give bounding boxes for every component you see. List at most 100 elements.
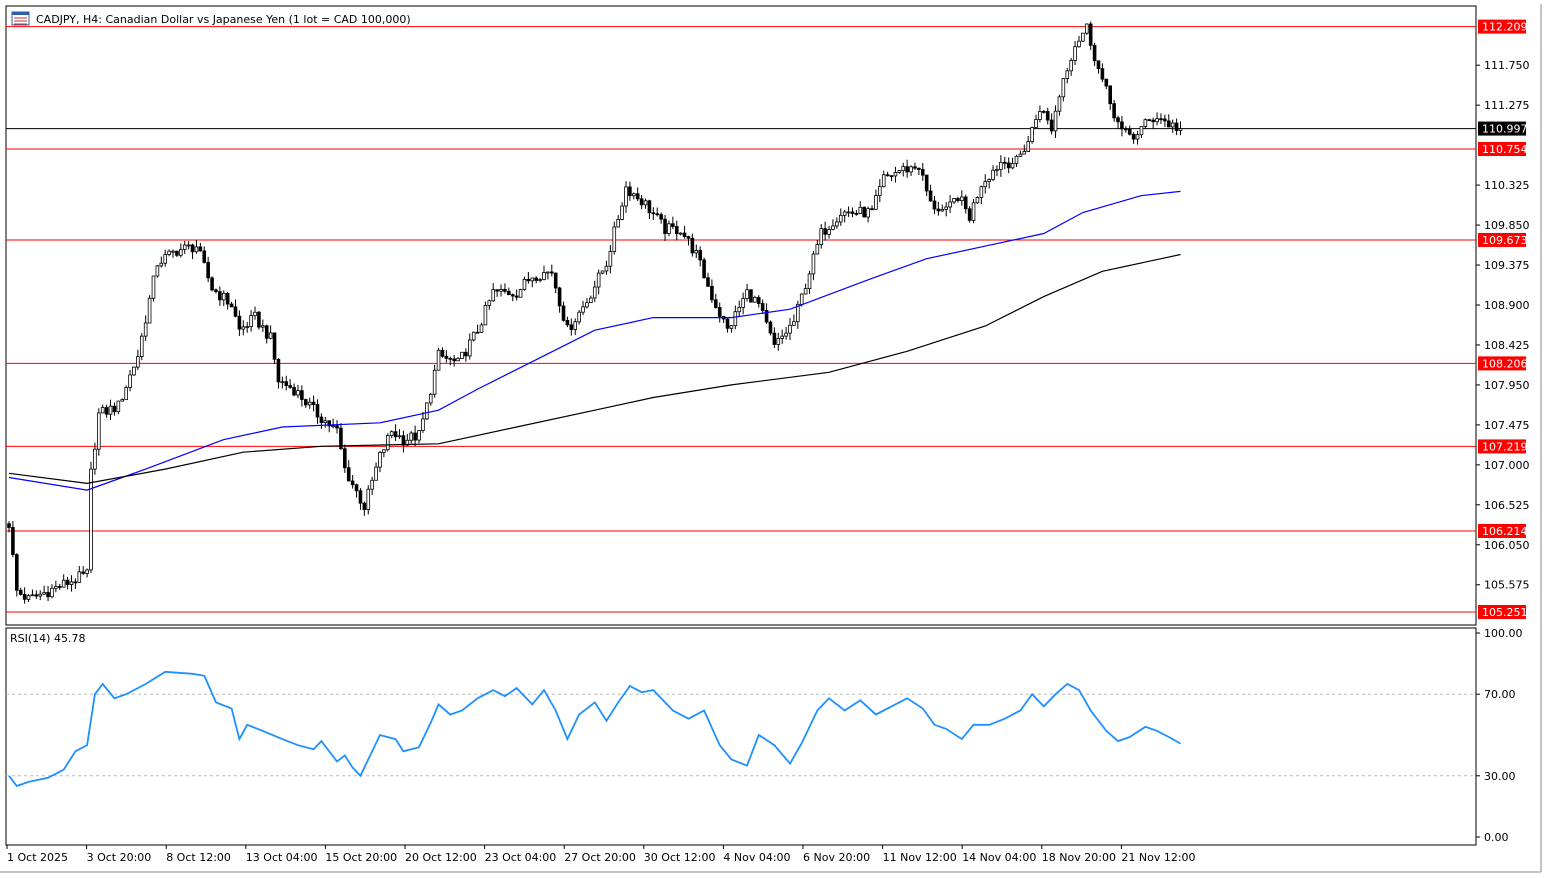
candle-body	[624, 186, 628, 207]
candle-body	[479, 324, 484, 333]
candle-body	[1077, 40, 1081, 48]
candle-body	[991, 169, 995, 181]
candle-body	[253, 311, 257, 316]
candle-body	[557, 287, 562, 307]
price-axis-label: 106.050	[1484, 539, 1530, 552]
candle-body	[120, 399, 125, 402]
level-price-box	[1478, 356, 1526, 371]
candle-body	[69, 581, 74, 585]
candle-body	[155, 265, 160, 277]
candle-body	[97, 412, 101, 450]
candle-body	[678, 232, 683, 235]
candle-body	[729, 325, 734, 329]
candle-body	[768, 321, 773, 334]
candle-body	[581, 306, 585, 313]
candle-body	[635, 193, 640, 200]
candle-body	[655, 213, 660, 216]
time-axis-label: 15 Oct 20:00	[325, 851, 397, 864]
candle-body	[1100, 68, 1105, 80]
candle-body	[717, 307, 722, 317]
candle-body	[104, 407, 109, 415]
candle-body	[842, 211, 847, 216]
candle-body	[382, 449, 386, 453]
candle-body	[452, 358, 456, 362]
candle-body	[960, 196, 964, 201]
candle-body	[413, 432, 417, 441]
candle-body	[901, 166, 906, 171]
candle-body	[100, 407, 105, 414]
candle-body	[358, 490, 363, 504]
candle-body	[206, 261, 210, 279]
candle-body	[671, 223, 675, 227]
candle-body	[522, 278, 527, 290]
candle-body	[303, 399, 308, 406]
rsi-axis-label: 70.00	[1484, 688, 1516, 701]
price-axis-label: 110.325	[1484, 179, 1530, 192]
candle-body	[1014, 155, 1019, 164]
level-price-box	[1478, 605, 1526, 619]
candle-body	[300, 390, 304, 400]
candle-body	[417, 430, 421, 441]
candle-body	[815, 244, 820, 255]
level-price-box	[1478, 523, 1526, 538]
candle-body	[362, 502, 367, 511]
candle-body	[920, 169, 925, 176]
time-axis-label: 23 Oct 04:00	[485, 851, 557, 864]
candle-body	[647, 200, 652, 214]
candle-body	[514, 295, 519, 298]
candle-body	[690, 237, 695, 254]
candle-body	[487, 300, 492, 306]
candle-body	[549, 271, 554, 274]
candle-body	[831, 225, 835, 230]
candle-body	[132, 366, 136, 376]
candle-body	[792, 321, 796, 326]
candle-body	[596, 272, 601, 288]
time-axis-label: 1 Oct 2025	[7, 851, 68, 864]
candle-body	[780, 335, 784, 339]
candle-body	[995, 169, 999, 171]
level-price-label: 110.754	[1482, 143, 1528, 156]
candle-body	[987, 179, 991, 183]
candle-body	[756, 297, 761, 304]
candle-body	[428, 393, 433, 404]
level-price-label: 105.251	[1482, 606, 1528, 619]
candle-body	[1030, 127, 1034, 143]
candle-body	[1010, 163, 1015, 169]
candle-body	[632, 193, 636, 197]
candle-body	[272, 332, 277, 360]
candle-body	[397, 435, 402, 438]
candle-body	[218, 291, 222, 301]
candle-body	[464, 351, 468, 357]
time-axis-label: 14 Nov 04:00	[962, 851, 1036, 864]
candle-body	[1096, 60, 1101, 70]
candle-body	[620, 205, 624, 220]
candle-body	[124, 387, 128, 401]
candle-body	[1057, 96, 1062, 112]
candle-body	[190, 244, 195, 253]
candle-body	[694, 250, 699, 254]
candle-body	[432, 369, 437, 395]
candle-body	[350, 480, 355, 486]
price-axis-label: 107.950	[1484, 379, 1530, 392]
candle-body	[565, 319, 570, 326]
candle-body	[710, 285, 714, 301]
candle-body	[1131, 133, 1136, 140]
chart-title: CADJPY, H4: Canadian Dollar vs Japanese …	[36, 13, 411, 26]
candle-body	[659, 214, 663, 220]
candle-body	[674, 226, 679, 235]
candle-body	[803, 288, 808, 295]
candle-body	[917, 167, 921, 170]
candle-body	[491, 289, 496, 302]
candle-body	[1178, 128, 1183, 131]
candle-body	[171, 250, 175, 253]
candle-body	[819, 228, 824, 245]
candle-body	[1108, 85, 1113, 105]
rsi-axis-label: 30.00	[1484, 770, 1516, 783]
candle-body	[999, 161, 1003, 170]
candle-body	[944, 206, 948, 210]
candle-body	[241, 326, 246, 330]
candle-body	[57, 585, 62, 588]
candle-body	[503, 288, 507, 292]
candle-body	[979, 186, 984, 198]
